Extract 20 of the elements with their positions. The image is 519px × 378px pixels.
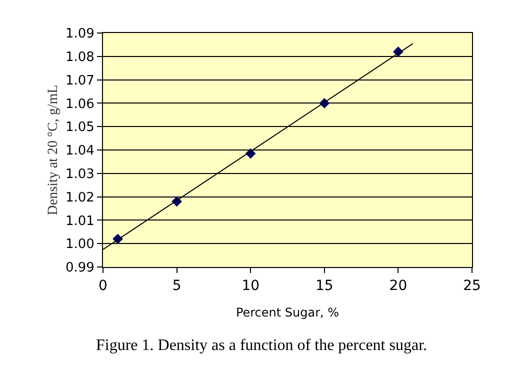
y-tick-label: 1.08 xyxy=(65,50,94,65)
x-tick-label: 0 xyxy=(98,278,108,294)
y-axis-title: Density at 20 °C, g/mL xyxy=(46,84,62,216)
caption: Figure 1. Density as a function of the percent sugar. xyxy=(96,337,428,354)
x-tick-label: 15 xyxy=(315,278,334,294)
y-tick-label: 1.01 xyxy=(65,214,94,229)
y-tick-label: 1.02 xyxy=(65,190,94,206)
x-tick-label: 25 xyxy=(463,278,481,294)
x-axis-title: Percent Sugar, % xyxy=(236,306,340,320)
x-tick-label: 10 xyxy=(242,278,260,294)
y-tick-label: 1.07 xyxy=(65,73,94,88)
y-tick-label: 1.04 xyxy=(65,144,94,159)
x-tick-label: 5 xyxy=(172,278,182,294)
y-tick-label: 1.09 xyxy=(65,26,94,42)
x-tick-label: 20 xyxy=(389,278,408,294)
y-tick-label: 1.05 xyxy=(65,120,94,136)
y-tick-label: 0.99 xyxy=(65,260,94,276)
y-tick-label: 1.03 xyxy=(65,166,94,182)
y-tick-label: 1.06 xyxy=(65,96,94,112)
y-tick-label: 1.00 xyxy=(65,237,94,252)
